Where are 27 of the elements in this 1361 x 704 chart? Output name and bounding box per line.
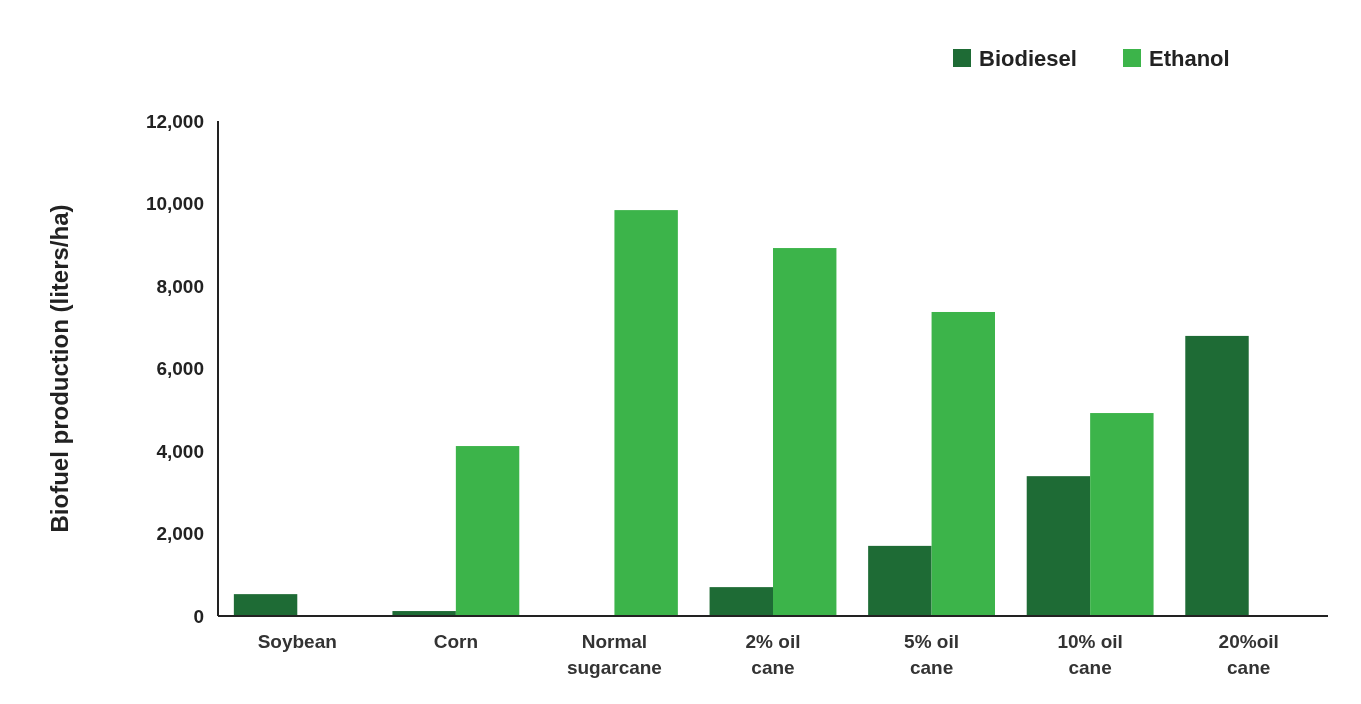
bar xyxy=(1026,476,1091,616)
bar xyxy=(1090,413,1154,616)
bar xyxy=(709,587,773,616)
x-tick-label: 10% oil cane xyxy=(1057,631,1123,678)
y-tick-label: 4,000 xyxy=(156,440,204,462)
bar xyxy=(773,248,837,616)
bar xyxy=(614,210,678,616)
x-tick-label: Soybean xyxy=(257,631,337,652)
y-axis-title: Biofuel production (liters/ha) xyxy=(46,204,73,533)
y-tick-label: 8,000 xyxy=(156,275,204,297)
y-tick-label: 10,000 xyxy=(145,193,204,215)
x-tick-label: 5% oil cane xyxy=(904,631,960,678)
x-tick-label: Normal sugarcane xyxy=(566,631,662,678)
x-tick-label: 2% oil cane xyxy=(745,631,801,678)
y-tick-label: 0 xyxy=(193,605,204,627)
x-tick-label: 20%oil cane xyxy=(1218,631,1279,678)
legend-label: Biodiesel xyxy=(979,45,1077,71)
legend-label: Ethanol xyxy=(1149,45,1230,71)
bar xyxy=(868,545,932,616)
y-tick-label: 6,000 xyxy=(156,358,204,380)
x-tick-label: Corn xyxy=(433,631,479,652)
bar xyxy=(455,446,520,616)
y-tick-label: 2,000 xyxy=(156,523,204,545)
bar xyxy=(1185,335,1249,616)
y-tick-label: 12,000 xyxy=(145,110,204,132)
bar xyxy=(233,594,298,616)
bar xyxy=(931,311,995,616)
